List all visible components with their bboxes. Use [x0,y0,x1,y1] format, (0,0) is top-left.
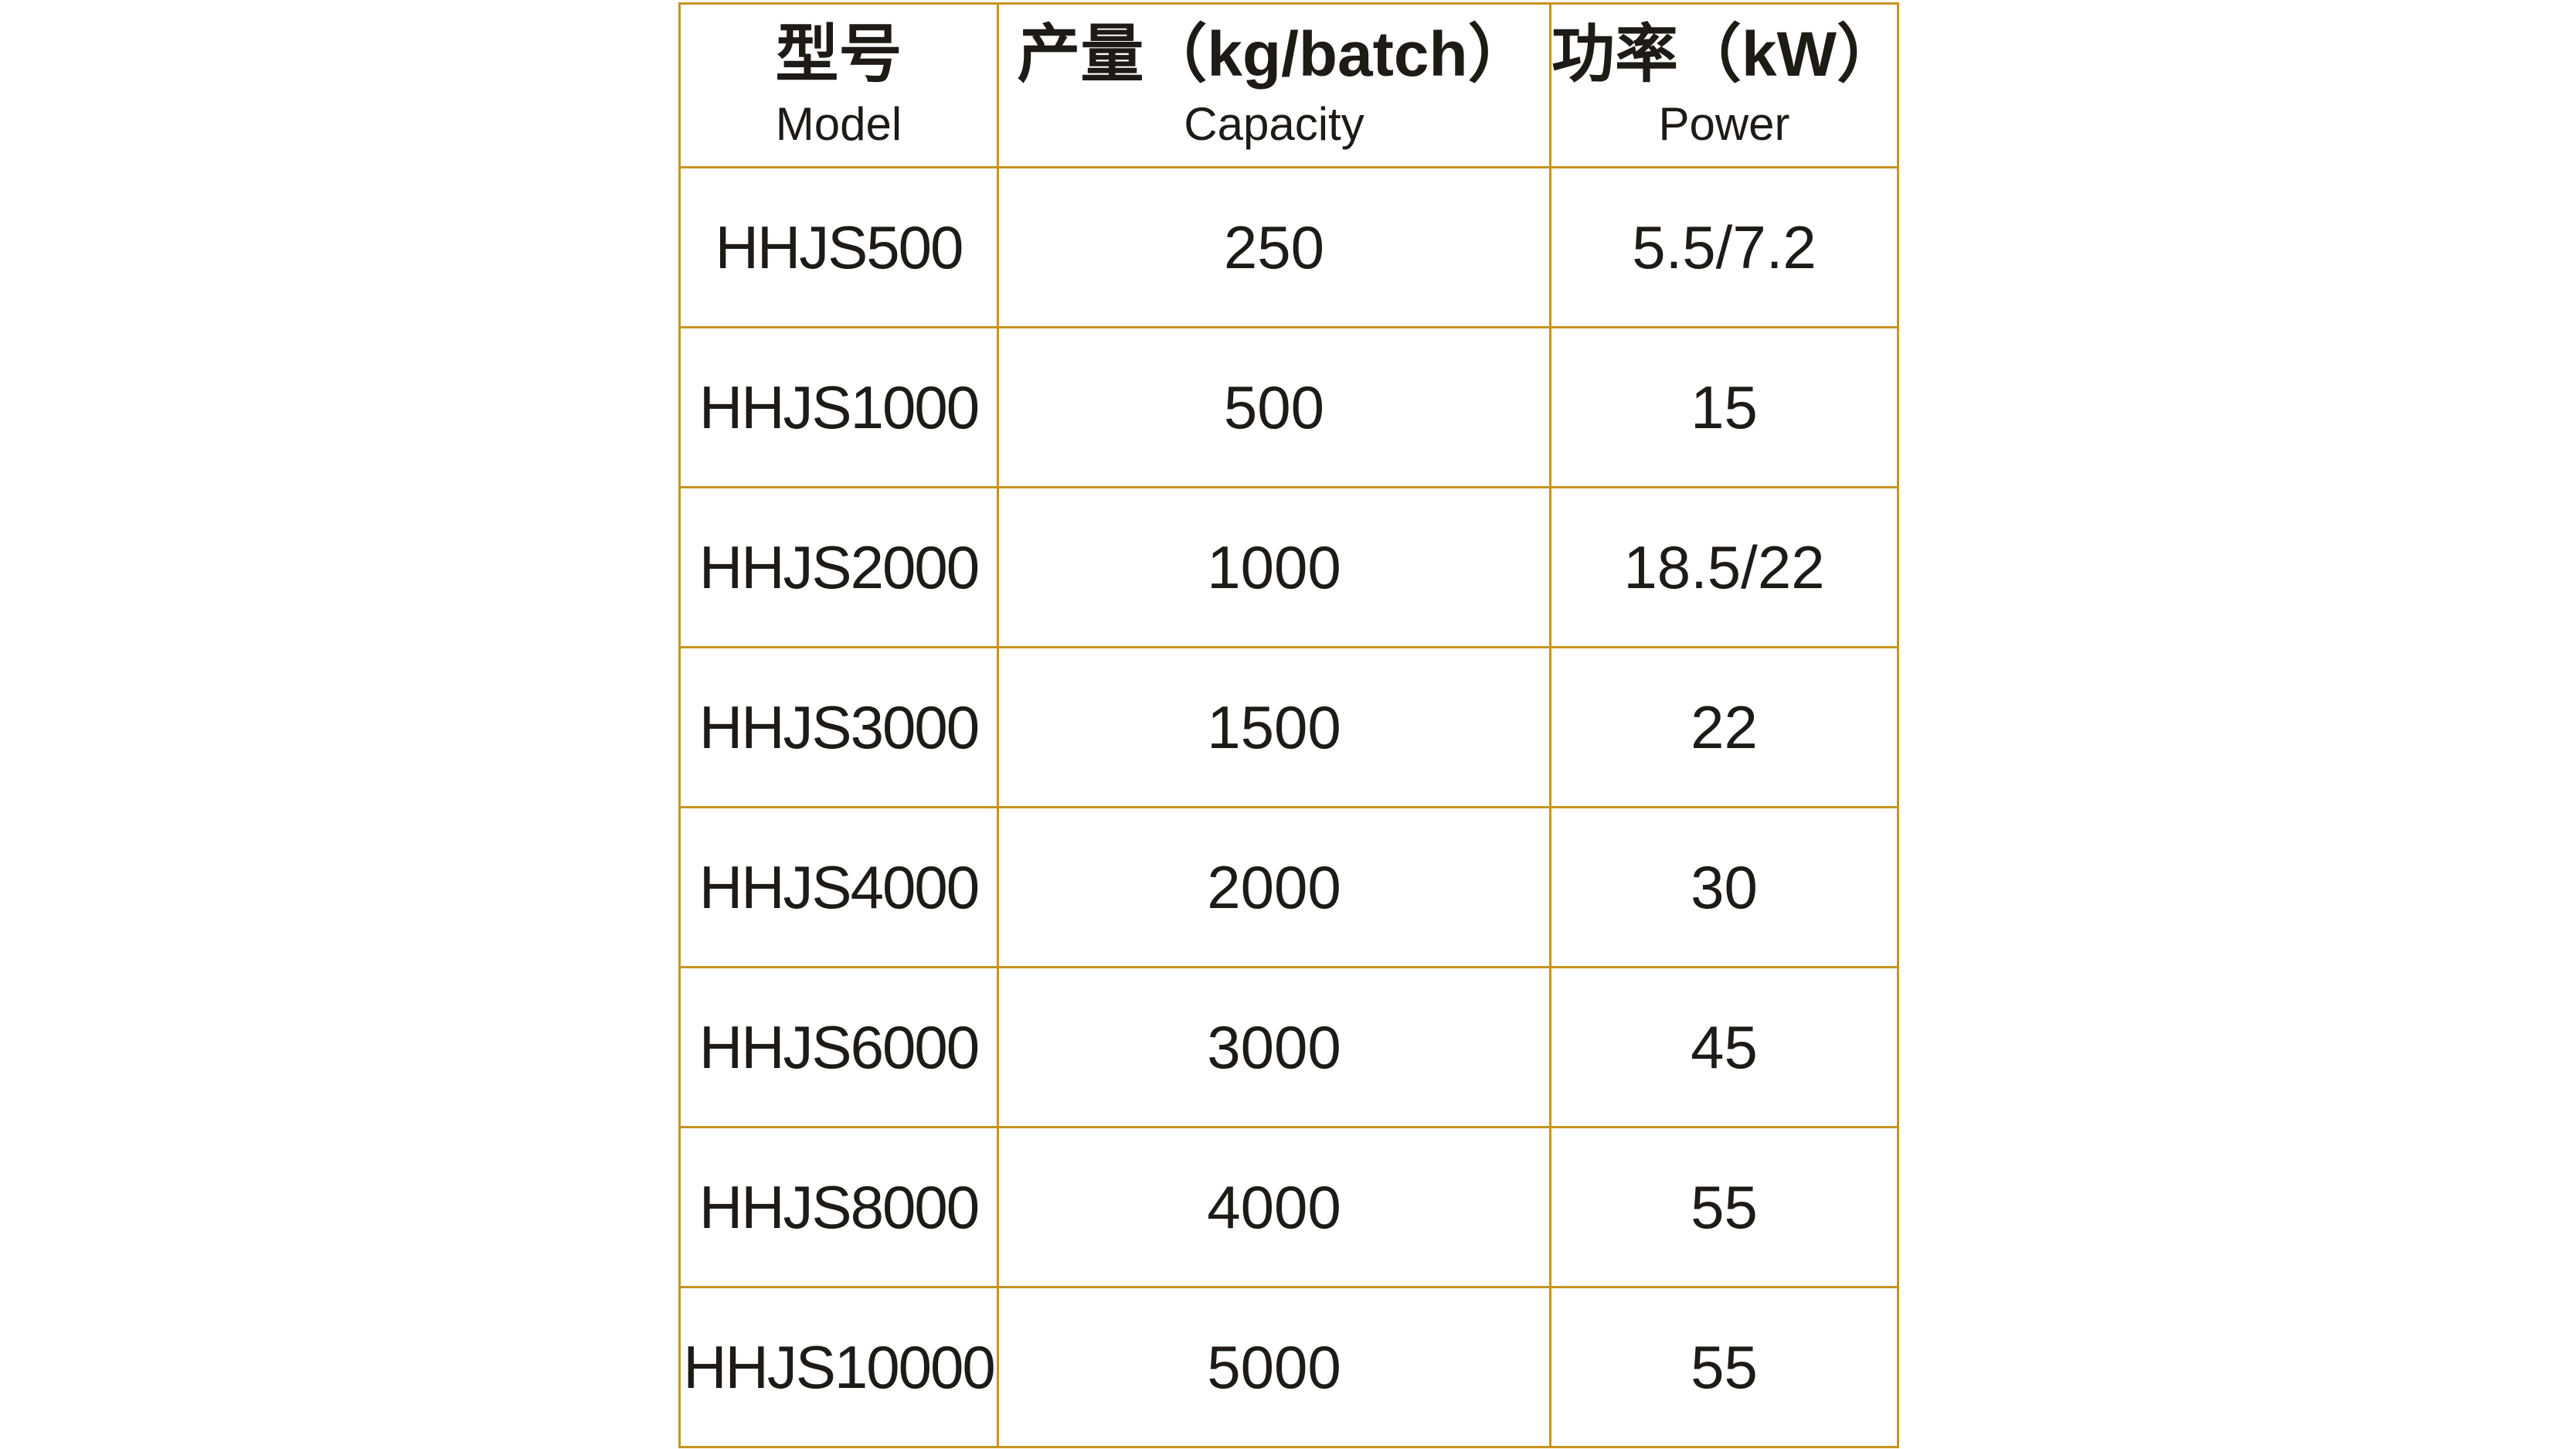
cell-model: HHJS6000 [678,966,999,1128]
cell-capacity: 1000 [997,486,1551,648]
model-header-cn: 型号 [775,19,902,90]
cell-power: 30 [1549,806,1899,968]
power-header-cn: 功率（kW） [1551,19,1898,90]
cell-capacity: 2000 [997,806,1551,968]
cell-model: HHJS1000 [678,326,999,488]
cell-capacity: 3000 [997,966,1551,1128]
table-row: HHJS1000 500 15 [678,326,1899,488]
cell-power: 18.5/22 [1549,486,1899,648]
cell-model: HHJS500 [678,166,999,328]
cell-model: HHJS10000 [678,1286,999,1448]
cell-capacity: 1500 [997,646,1551,808]
table-row: HHJS3000 1500 22 [678,646,1899,808]
col-header-capacity: 产量（kg/batch） Capacity [997,2,1551,168]
model-header-en: Model [775,97,902,150]
table-body: HHJS500 250 5.5/7.2 HHJS1000 500 15 HHJS… [678,166,1899,1448]
cell-capacity: 5000 [997,1286,1551,1448]
cell-capacity: 250 [997,166,1551,328]
cell-model: HHJS2000 [678,486,999,648]
table-row: HHJS4000 2000 30 [678,806,1899,968]
table-header: 型号 Model 产量（kg/batch） Capacity 功率（kW） Po… [678,2,1899,168]
col-header-power: 功率（kW） Power [1549,2,1899,168]
cell-capacity: 500 [997,326,1551,488]
cell-power: 22 [1549,646,1899,808]
spec-table: 型号 Model 产量（kg/batch） Capacity 功率（kW） Po… [678,2,1899,1448]
capacity-header-en: Capacity [1184,97,1364,150]
table-row: HHJS500 250 5.5/7.2 [678,166,1899,328]
capacity-header-cn: 产量（kg/batch） [1017,19,1531,90]
table-row: HHJS6000 3000 45 [678,966,1899,1128]
power-header-en: Power [1658,97,1790,150]
cell-power: 5.5/7.2 [1549,166,1899,328]
cell-model: HHJS8000 [678,1126,999,1288]
cell-power: 45 [1549,966,1899,1128]
cell-capacity: 4000 [997,1126,1551,1288]
cell-model: HHJS3000 [678,646,999,808]
table-row: HHJS10000 5000 55 [678,1286,1899,1448]
table-row: HHJS8000 4000 55 [678,1126,1899,1288]
cell-model: HHJS4000 [678,806,999,968]
cell-power: 55 [1549,1126,1899,1288]
table-row: HHJS2000 1000 18.5/22 [678,486,1899,648]
cell-power: 55 [1549,1286,1899,1448]
col-header-model: 型号 Model [678,2,999,168]
header-row: 型号 Model 产量（kg/batch） Capacity 功率（kW） Po… [678,2,1899,168]
cell-power: 15 [1549,326,1899,488]
